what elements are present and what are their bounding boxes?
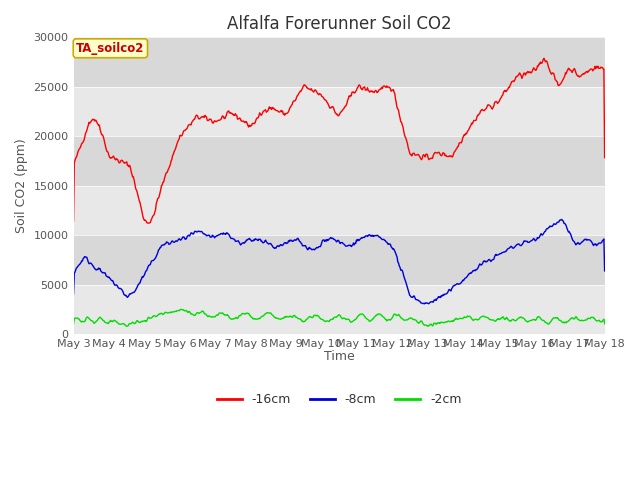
Bar: [74, 37, 605, 87]
Bar: [74, 235, 605, 285]
X-axis label: Time: Time: [324, 350, 355, 363]
Bar: [74, 285, 605, 334]
Title: Alfalfa Forerunner Soil CO2: Alfalfa Forerunner Soil CO2: [227, 15, 451, 33]
Y-axis label: Soil CO2 (ppm): Soil CO2 (ppm): [15, 138, 28, 233]
Bar: [74, 136, 605, 186]
Bar: [74, 87, 605, 136]
Legend: -16cm, -8cm, -2cm: -16cm, -8cm, -2cm: [212, 388, 467, 411]
Text: TA_soilco2: TA_soilco2: [76, 42, 145, 55]
Bar: [74, 186, 605, 235]
